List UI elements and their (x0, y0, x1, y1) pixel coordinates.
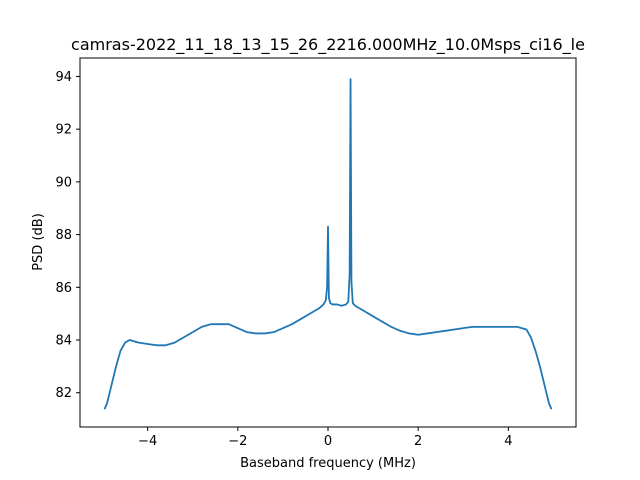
x-tick-label: −2 (228, 434, 247, 449)
y-tick-label: 86 (55, 281, 72, 296)
y-tick-label: 92 (55, 123, 72, 138)
y-tick-label: 82 (55, 386, 72, 401)
y-tick-label: 88 (55, 228, 72, 243)
plot-area (79, 57, 577, 428)
y-tick-label: 84 (55, 334, 72, 349)
x-axis-label: Baseband frequency (MHz) (240, 456, 416, 471)
x-axis-ticks: −4 −2 0 2 4 (138, 427, 513, 449)
y-axis-ticks: 82 84 86 88 90 92 94 (55, 70, 80, 401)
chart-title: camras-2022_11_18_13_15_26_2216.000MHz_1… (71, 35, 585, 55)
y-tick-label: 90 (55, 175, 72, 190)
y-tick-label: 94 (55, 70, 72, 85)
x-tick-label: 2 (414, 434, 422, 449)
x-tick-label: 0 (324, 434, 332, 449)
psd-series-line (103, 78, 553, 410)
x-tick-label: 4 (504, 434, 512, 449)
y-axis-label: PSD (dB) (31, 213, 46, 271)
x-tick-label: −4 (138, 434, 157, 449)
